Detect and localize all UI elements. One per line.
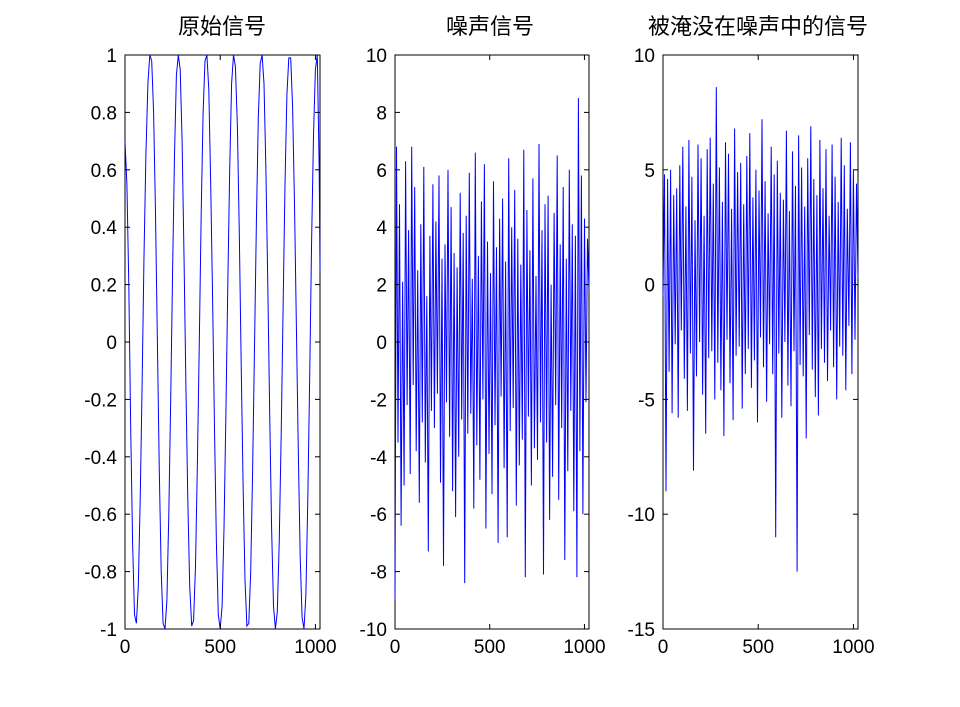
plot-area <box>662 54 859 630</box>
x-tick-label: 0 <box>390 637 401 658</box>
panel-title: 噪声信号 <box>446 15 534 40</box>
y-tick-label: 2 <box>376 276 387 297</box>
panel-noisy-signal: 被淹没在噪声中的信号 -15 -10 -5 0 5 10 0 500 1000 <box>628 15 875 658</box>
y-tick-label: 5 <box>644 161 655 182</box>
y-tick-label: 0.8 <box>91 103 117 124</box>
y-tick-label: -0.4 <box>84 448 117 469</box>
y-tick-label: 10 <box>366 46 387 67</box>
y-tick-label: -15 <box>628 620 655 641</box>
y-tick-label: -8 <box>370 563 387 584</box>
y-tick-label: 0.4 <box>91 218 118 239</box>
y-tick-label: -5 <box>638 390 655 411</box>
panel-noise-signal: 噪声信号 -10 -8 -6 -4 -2 0 2 4 6 8 10 0 500 1000 <box>360 15 606 658</box>
panel-original-signal: 原始信号 -1 -0.8 -0.6 -0.4 -0.2 0 0.2 0.4 0.6 0.8 1 0 50… <box>84 15 336 658</box>
y-tick-label: -0.8 <box>84 563 117 584</box>
x-tick-label: 1000 <box>832 637 874 658</box>
y-tick-label: -0.2 <box>84 390 117 411</box>
panel-title: 被淹没在噪声中的信号 <box>648 15 868 40</box>
x-tick-label: 500 <box>204 637 236 658</box>
y-tick-label: 0 <box>106 333 117 354</box>
y-tick-label: 0 <box>376 333 387 354</box>
x-tick-label: 500 <box>742 637 774 658</box>
y-tick-label: -1 <box>100 620 117 641</box>
y-tick-label: -10 <box>628 505 655 526</box>
series-line <box>394 97 590 601</box>
y-tick-label: -10 <box>360 620 387 641</box>
y-tick-label: -0.6 <box>84 505 117 526</box>
series-line <box>662 87 859 572</box>
panel-title: 原始信号 <box>178 15 266 40</box>
series-line <box>124 54 321 630</box>
y-tick-label: -2 <box>370 390 387 411</box>
x-tick-label: 0 <box>120 637 131 658</box>
x-tick-label: 500 <box>474 637 506 658</box>
y-tick-label: 8 <box>376 103 387 124</box>
x-tick-label: 0 <box>658 637 669 658</box>
y-tick-label: -4 <box>370 448 387 469</box>
y-tick-label: 10 <box>634 46 655 67</box>
y-tick-label: 0.2 <box>91 276 117 297</box>
y-tick-label: 1 <box>106 46 117 67</box>
y-tick-label: 6 <box>376 161 387 182</box>
y-tick-label: 4 <box>376 218 387 239</box>
y-tick-label: 0 <box>644 276 655 297</box>
y-tick-label: -6 <box>370 505 387 526</box>
x-tick-label: 1000 <box>294 637 336 658</box>
x-tick-label: 1000 <box>563 637 605 658</box>
y-tick-label: 0.6 <box>91 161 117 182</box>
